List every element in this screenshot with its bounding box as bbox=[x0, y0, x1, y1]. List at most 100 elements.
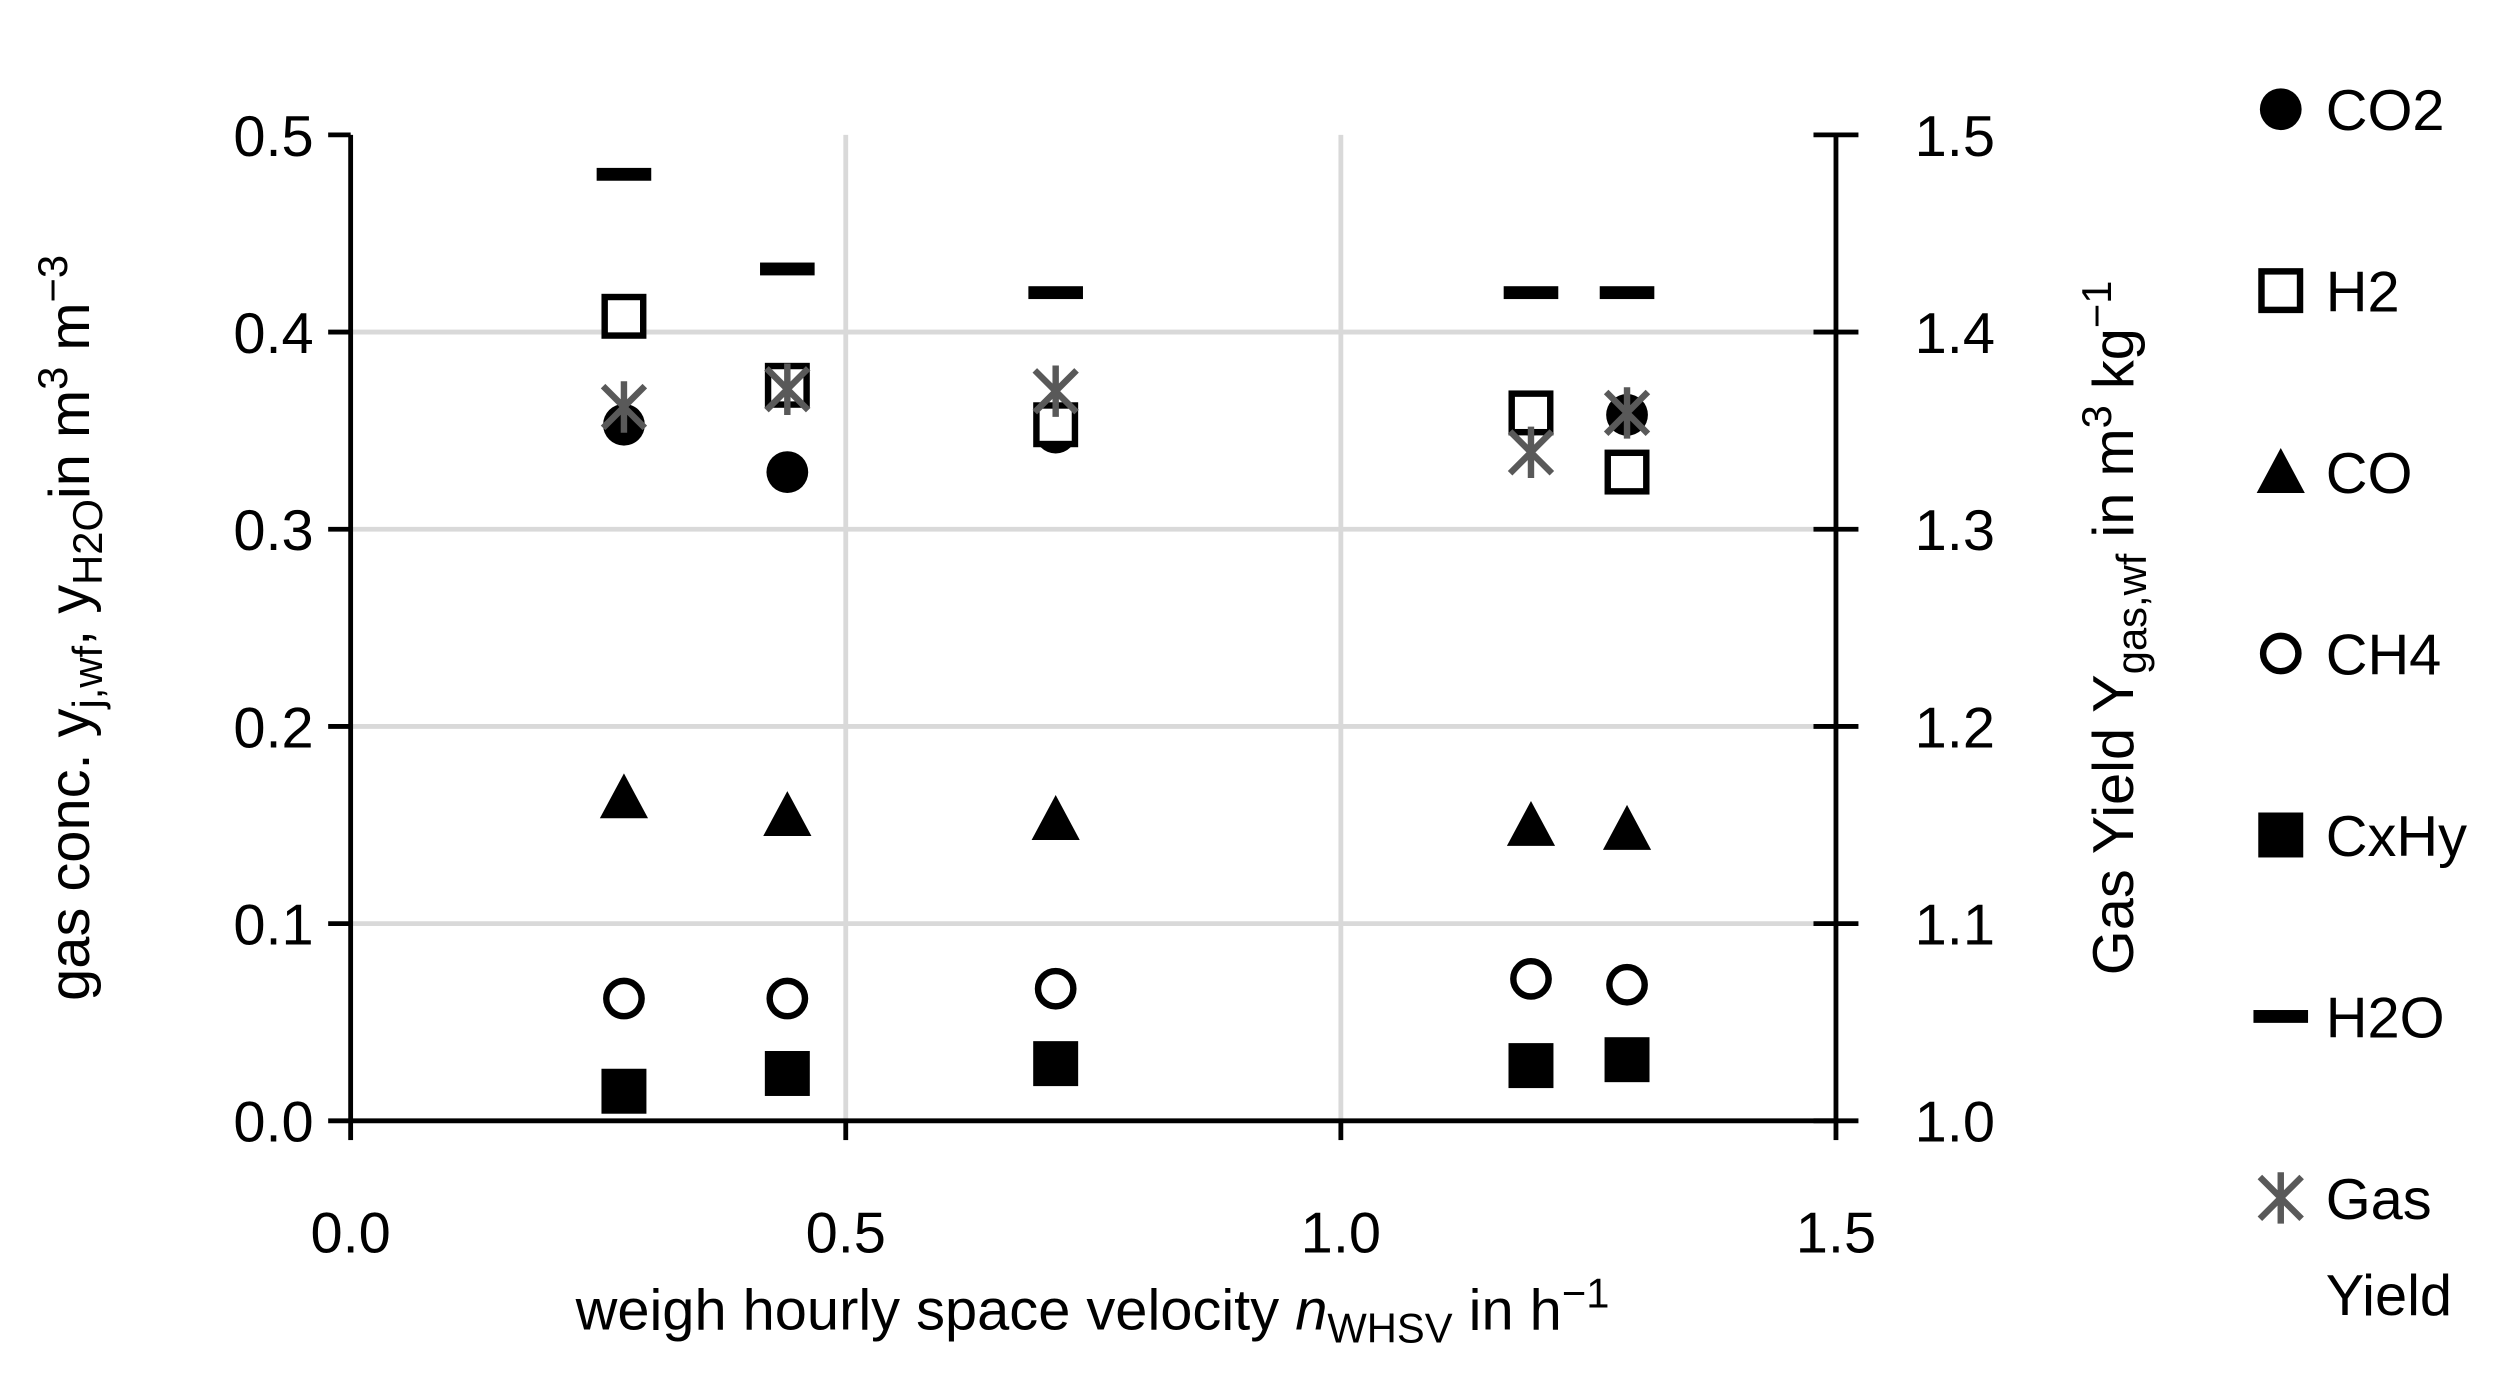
marker bbox=[1033, 1041, 1079, 1087]
marker-shape bbox=[760, 262, 815, 276]
legend-word: Yield bbox=[2326, 1264, 2452, 1328]
marker bbox=[596, 167, 652, 181]
marker-shape bbox=[1506, 800, 1556, 846]
marker bbox=[601, 1068, 647, 1114]
marker bbox=[764, 363, 811, 415]
marker-shape bbox=[1602, 804, 1652, 850]
x-tick-label: 1.0 bbox=[1301, 1201, 1381, 1265]
label-part: gas conc. y bbox=[38, 708, 102, 1000]
marker bbox=[1602, 804, 1652, 850]
marker-shape bbox=[1604, 1037, 1650, 1083]
label-part: 3 bbox=[28, 367, 75, 390]
y2-tick-label: 1.3 bbox=[1915, 499, 1995, 563]
marker bbox=[1506, 800, 1556, 846]
marker bbox=[763, 791, 812, 837]
label-part: Gas Yield Y bbox=[2082, 674, 2146, 975]
marker-shape bbox=[2258, 812, 2304, 858]
legend-marker bbox=[2259, 88, 2302, 131]
marker-shape bbox=[2257, 1172, 2304, 1224]
legend-marker bbox=[2257, 1172, 2304, 1224]
marker-shape bbox=[603, 977, 645, 1020]
marker-shape bbox=[766, 451, 809, 493]
marker-shape bbox=[1028, 286, 1083, 300]
label-part: m bbox=[38, 302, 102, 366]
marker bbox=[1032, 365, 1079, 417]
y2-tick-label: 1.0 bbox=[1915, 1091, 1995, 1155]
marker bbox=[1604, 449, 1650, 495]
label-part: kg bbox=[2082, 328, 2146, 405]
legend-marker bbox=[2258, 812, 2304, 858]
marker bbox=[766, 451, 809, 493]
y-tick-label: 0.2 bbox=[233, 696, 313, 760]
legend-label: CH4 bbox=[2326, 623, 2442, 687]
label-part: H2O bbox=[64, 499, 111, 585]
legend-word: Gas bbox=[2326, 1168, 2432, 1232]
label-part: n bbox=[1295, 1279, 1327, 1343]
legend-label: Gas Yield bbox=[2326, 1168, 2452, 1328]
y-tick-label: 0.5 bbox=[233, 105, 313, 169]
y2-tick-label: 1.4 bbox=[1915, 302, 1995, 366]
marker-shape bbox=[601, 293, 647, 339]
marker bbox=[1031, 795, 1080, 840]
marker-shape bbox=[1503, 286, 1559, 300]
label-part: in m bbox=[38, 390, 102, 499]
marker-shape bbox=[2259, 632, 2302, 675]
x-label: weigh hourly space velocity nWHSV in h−1 bbox=[575, 1269, 1610, 1351]
marker bbox=[764, 1051, 810, 1096]
marker-shape bbox=[599, 773, 649, 819]
marker-shape bbox=[601, 1068, 647, 1114]
marker-shape bbox=[1033, 1041, 1079, 1087]
label-part: gas,wf bbox=[2108, 553, 2155, 674]
marker-shape bbox=[764, 363, 811, 415]
label-part: in m bbox=[2082, 428, 2146, 553]
marker-shape bbox=[1508, 390, 1554, 436]
y-tick-label: 0.0 bbox=[233, 1091, 313, 1155]
y-label: gas conc. yj,wf, yH2Oin m3 m−3 bbox=[28, 255, 110, 1001]
label-part: weigh hourly space velocity bbox=[575, 1279, 1296, 1343]
x-tick-label: 0.0 bbox=[310, 1201, 390, 1265]
marker-shape bbox=[596, 167, 652, 181]
marker bbox=[1604, 1037, 1650, 1083]
marker-shape bbox=[2258, 268, 2304, 314]
legend-marker bbox=[2256, 448, 2305, 493]
marker-shape bbox=[2256, 448, 2305, 493]
marker-shape bbox=[1507, 426, 1555, 479]
label-part: in h bbox=[1453, 1279, 1562, 1343]
marker bbox=[601, 293, 647, 339]
marker bbox=[603, 977, 645, 1020]
legend-label: H2 bbox=[2326, 261, 2400, 325]
marker bbox=[766, 977, 809, 1020]
marker-shape bbox=[1603, 387, 1651, 439]
legend-label: CO2 bbox=[2326, 79, 2445, 143]
y-tick-label: 0.1 bbox=[233, 894, 313, 958]
legend-label: CxHy bbox=[2326, 805, 2467, 869]
y-tick-label: 0.3 bbox=[233, 499, 313, 563]
legend-label: CO bbox=[2326, 442, 2413, 506]
y2-tick-label: 1.1 bbox=[1915, 894, 1995, 958]
legend-marker bbox=[2258, 268, 2304, 314]
marker-shape bbox=[1604, 449, 1650, 495]
y-tick-label: 0.4 bbox=[233, 302, 313, 366]
label-part: 3 bbox=[2073, 405, 2120, 428]
marker-shape bbox=[2253, 1010, 2309, 1023]
legend-label: H2O bbox=[2326, 986, 2445, 1050]
marker-shape bbox=[763, 791, 812, 837]
marker-shape bbox=[1606, 963, 1648, 1006]
marker-shape bbox=[2259, 88, 2302, 131]
marker-shape bbox=[1510, 957, 1552, 1000]
marker bbox=[1508, 1043, 1554, 1089]
x-tick-label: 0.5 bbox=[806, 1201, 886, 1265]
y2-tick-label: 1.5 bbox=[1915, 105, 1995, 169]
x-tick-label: 1.5 bbox=[1796, 1201, 1876, 1265]
marker-shape bbox=[600, 381, 648, 433]
marker-shape bbox=[1032, 365, 1079, 417]
marker bbox=[1503, 286, 1559, 300]
marker bbox=[599, 773, 649, 819]
marker bbox=[600, 381, 648, 433]
marker-shape bbox=[1034, 967, 1077, 1010]
marker bbox=[1028, 286, 1083, 300]
marker-shape bbox=[1599, 286, 1655, 300]
label-part: , y bbox=[38, 585, 102, 646]
